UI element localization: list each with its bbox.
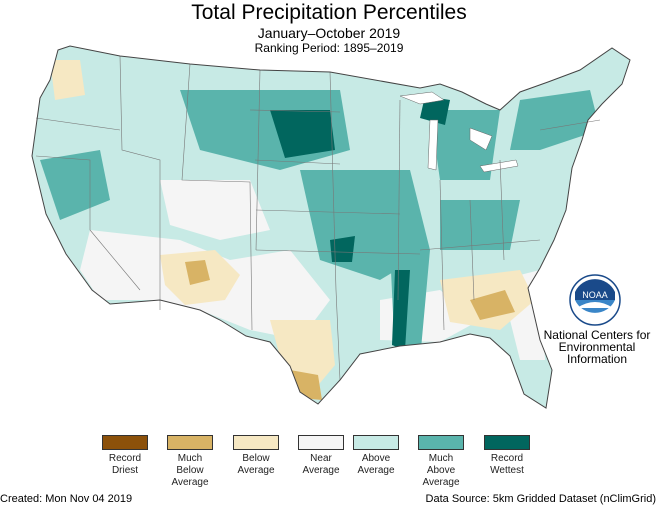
legend-swatch-record-driest (102, 435, 148, 450)
legend-label-record-driest: Record Driest (108, 453, 142, 476)
noaa-logo-icon: NOAA (569, 274, 621, 326)
legend-swatch-record-wettest (484, 435, 530, 450)
data-source: Data Source: 5km Gridded Dataset (nClimG… (425, 493, 656, 505)
legend-label-below: Below Average (237, 453, 275, 476)
legend-label-much-below: Much Below Average (171, 453, 209, 488)
legend-label-much-above: Much Above Average (422, 453, 460, 488)
legend-swatch-below (233, 435, 279, 450)
legend-label-near: Near Average (302, 453, 340, 476)
us-outline (31, 45, 631, 409)
legend-swatch-much-above (418, 435, 464, 450)
organization-line-3: Information (566, 352, 628, 366)
ranking-period: Ranking Period: 1895–2019 (254, 41, 404, 55)
created-date: Created: Mon Nov 04 2019 (0, 493, 133, 505)
legend-swatch-much-below (167, 435, 213, 450)
organization-line-2: Environmental (558, 340, 636, 354)
legend-swatch-near (298, 435, 344, 450)
legend-swatch-above (353, 435, 399, 450)
legend-label-record-wettest: Record Wettest (490, 453, 524, 476)
noaa-logo-text: NOAA (582, 290, 608, 300)
map-subtitle: January–October 2019 (257, 25, 401, 41)
organization-line-1: National Centers for (543, 328, 651, 342)
organization-name: National Centers for Environmental Infor… (539, 329, 655, 365)
legend-label-above: Above Average (357, 453, 395, 476)
us-precipitation-map (31, 45, 631, 409)
state-boundaries (35, 55, 601, 381)
map-title: Total Precipitation Percentiles (191, 1, 467, 24)
